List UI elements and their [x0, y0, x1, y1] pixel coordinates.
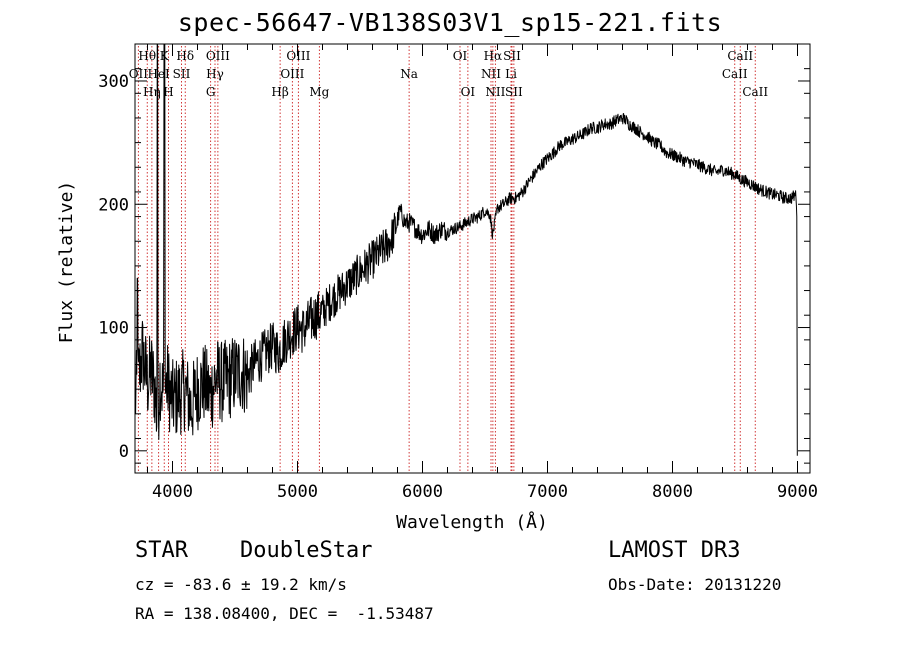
x-axis-label: Wavelength (Å): [396, 511, 548, 533]
spectral-line-label: Hγ: [206, 67, 224, 81]
spectral-line-label: OI: [453, 49, 468, 63]
x-tick-label: 9000: [777, 482, 818, 502]
chart-title: spec-56647-VB138S03V1_sp15-221.fits: [177, 8, 723, 37]
x-tick-label: 5000: [277, 482, 318, 502]
x-tick-label: 4000: [152, 482, 193, 502]
spectrum-line: [134, 43, 798, 456]
spectral-line-label: G: [206, 85, 216, 99]
spectral-line-label: SII: [173, 67, 191, 81]
object-subclass: DoubleStar: [240, 538, 373, 563]
spectral-line-label: Hβ: [271, 85, 288, 99]
spectral-line-label: OIII: [280, 67, 304, 81]
y-tick-label: 100: [98, 319, 129, 339]
spectral-line-label: Hδ: [176, 49, 194, 63]
y-axis-label: Flux (relative): [56, 181, 77, 344]
spectral-line-label: CaII: [722, 67, 748, 81]
spectral-line-label: OII: [129, 67, 149, 81]
spectral-line-label: SII: [505, 85, 523, 99]
redshift-cz: cz = -83.6 ± 19.2 km/s: [135, 575, 347, 594]
spectral-line-label: H: [163, 85, 173, 99]
spectral-line-label: CaII: [742, 85, 768, 99]
x-tick-label: 8000: [652, 482, 693, 502]
spectral-line-label: NII: [485, 85, 505, 99]
spectral-line-label: Hα: [484, 49, 503, 63]
y-tick-label: 200: [98, 195, 129, 215]
x-tick-label: 7000: [527, 482, 568, 502]
spectral-line-label: SII: [503, 49, 521, 63]
spectral-line-label: Hη: [143, 85, 161, 99]
spectral-line-label: HeI: [147, 67, 170, 81]
coordinates: RA = 138.08400, DEC = -1.53487: [135, 604, 434, 623]
spectral-line-label: CaII: [727, 49, 753, 63]
survey-name: LAMOST DR3: [608, 538, 741, 563]
spectral-line-label: NII: [481, 67, 501, 81]
spectral-line-label: Mg: [309, 85, 329, 99]
spectral-line-label: Li: [505, 67, 517, 81]
spectral-line-label: Na: [400, 67, 418, 81]
obs-date: Obs-Date: 20131220: [608, 575, 782, 594]
plot-border: [134, 43, 811, 474]
object-class: STAR: [135, 538, 188, 563]
y-tick-label: 300: [98, 72, 129, 92]
x-tick-label: 6000: [402, 482, 443, 502]
spectral-line-label: OIII: [206, 49, 230, 63]
spectral-line-label: OIII: [286, 49, 310, 63]
spectral-line-label: OI: [461, 85, 476, 99]
line-markers: [137, 46, 756, 473]
plot-frame: [134, 43, 811, 474]
spectral-line-label: Hθ: [138, 49, 156, 63]
axis-ticks: 4000 5000 6000 7000 8000 9000 0 100 200 300: [98, 44, 818, 502]
spectrum-line-group: [134, 43, 798, 456]
y-tick-label: 0: [119, 442, 129, 462]
